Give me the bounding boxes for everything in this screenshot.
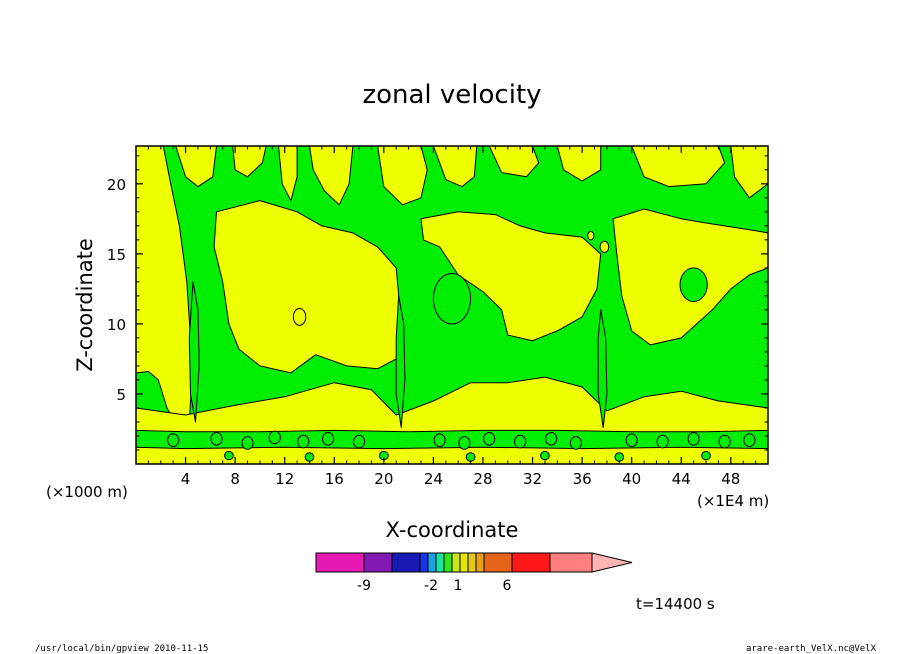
- x-tick-label: 36: [573, 470, 592, 488]
- contour-cell: [304, 452, 315, 462]
- colorbar-label: 6: [503, 578, 512, 594]
- contour-cell: [687, 431, 700, 446]
- contour-region: [175, 146, 217, 188]
- contour-cell: [458, 436, 471, 450]
- contour-region: [631, 146, 726, 188]
- contour-cell: [540, 450, 550, 461]
- contour-region: [432, 146, 478, 188]
- x-tick-label: 8: [230, 470, 240, 488]
- x-tick-label: 4: [181, 470, 191, 488]
- colorbar-swatch: [315, 552, 365, 573]
- contour-cell: [743, 433, 756, 447]
- contour-cell: [433, 433, 446, 447]
- colorbar-swatch: [467, 552, 477, 573]
- colorbar-swatch: [419, 552, 429, 573]
- contour-region: [136, 376, 768, 433]
- colorbar-swatch: [391, 552, 421, 573]
- x-tick-label: 32: [523, 470, 542, 488]
- colorbar-swatch: [443, 552, 453, 573]
- contour-region: [377, 146, 428, 206]
- y-unit-label: (×1000 m): [46, 483, 128, 501]
- contour-cell: [625, 433, 638, 447]
- contour-region: [395, 295, 406, 429]
- contour-region: [420, 211, 602, 342]
- colorbar-arrow: [591, 552, 633, 573]
- colorbar-swatch: [451, 552, 461, 573]
- contour-region: [556, 146, 602, 182]
- contour-region: [136, 146, 193, 433]
- x-tick-label: 44: [672, 470, 691, 488]
- colorbar-swatch: [459, 552, 469, 573]
- contour-cell: [432, 272, 472, 325]
- contour-region: [597, 309, 608, 429]
- x-tick-label: 12: [275, 470, 294, 488]
- x-axis-label: X-coordinate: [386, 518, 519, 542]
- contour-region: [278, 146, 298, 202]
- contour-cell: [167, 433, 180, 447]
- contour-cell: [569, 436, 582, 450]
- x-tick-label: 20: [374, 470, 393, 488]
- y-axis-label: Z-coordinate: [73, 238, 97, 372]
- x-unit-label: (×1E4 m): [697, 492, 769, 510]
- colorbar-label: 1: [454, 578, 463, 594]
- colorbar-swatch: [483, 552, 513, 573]
- contour-region: [309, 146, 354, 206]
- x-axis: 4 8 12 16 20 24 28 32 36 40 44 48: [147, 146, 757, 488]
- contour-region: [136, 446, 768, 464]
- contour-cell: [514, 434, 527, 449]
- colorbar-swatch: [427, 552, 437, 573]
- contour-cell: [614, 452, 625, 462]
- contour-cell: [210, 431, 223, 446]
- x-tick-label: 24: [424, 470, 443, 488]
- contour-cell: [322, 431, 335, 446]
- contour-cell: [679, 267, 708, 302]
- contour-cell: [656, 434, 669, 449]
- contour-region: [188, 281, 200, 423]
- contour-cell: [701, 450, 711, 461]
- contour-cell: [241, 436, 254, 450]
- y-tick-label: 10: [107, 316, 126, 334]
- contour-cell: [545, 431, 558, 446]
- contour-cell: [483, 431, 496, 446]
- footer-right: arare-earth_VelX.nc@VelX: [746, 644, 877, 654]
- chart-title: zonal velocity: [362, 80, 541, 110]
- colorbar-swatch: [363, 552, 393, 573]
- contour-cell: [297, 434, 310, 449]
- contour-cell: [224, 450, 234, 461]
- contour-region: [232, 146, 267, 178]
- contour-cell: [587, 230, 595, 241]
- contour-cell: [599, 240, 610, 253]
- contour-cell: [465, 452, 476, 462]
- y-axis: 5 10 15 20: [107, 155, 768, 451]
- y-tick-label: 15: [107, 246, 126, 264]
- contour-cell: [718, 434, 731, 449]
- colorbar-swatch: [475, 552, 485, 573]
- y-tick-label: 5: [116, 386, 126, 404]
- x-tick-label: 40: [622, 470, 641, 488]
- plot-area: [135, 145, 769, 465]
- contour-cell: [268, 430, 281, 445]
- colorbar-swatch: [435, 552, 445, 573]
- colorbar-label: -2: [424, 578, 438, 594]
- colorbar-swatch: [549, 552, 593, 573]
- x-tick-label: 16: [325, 470, 344, 488]
- x-tick-label: 28: [473, 470, 492, 488]
- contour-region: [213, 200, 401, 374]
- x-tick-label: 48: [721, 470, 740, 488]
- y-tick-label: 20: [107, 176, 126, 194]
- colorbar: -9 -2 1 6: [315, 552, 633, 594]
- contour-region: [488, 146, 540, 178]
- colorbar-label: -9: [357, 578, 371, 594]
- contour-cell: [352, 434, 366, 449]
- colorbar-swatch: [511, 552, 551, 573]
- contour-cell: [292, 308, 307, 326]
- contour-region: [730, 146, 768, 199]
- footer-left: /usr/local/bin/gpview 2010-11-15: [35, 644, 208, 654]
- time-label: t=14400 s: [636, 595, 715, 613]
- contour-fill: [136, 146, 768, 464]
- plot-frame: [135, 145, 769, 465]
